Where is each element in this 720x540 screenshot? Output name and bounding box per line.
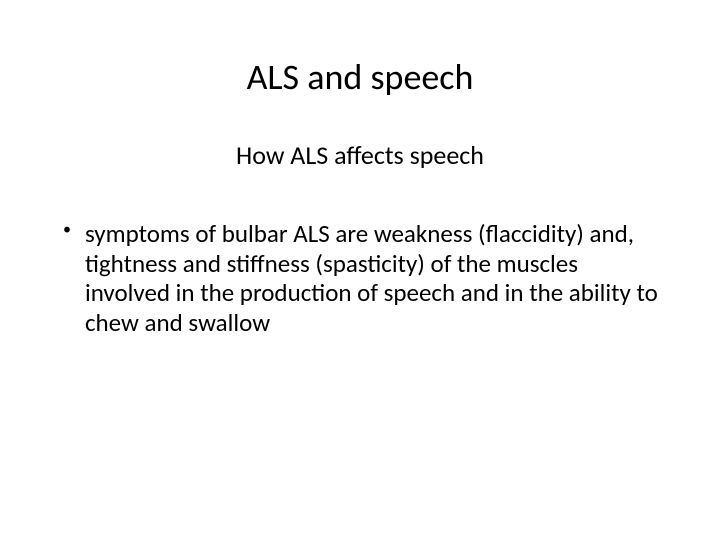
slide-title: ALS and speech bbox=[55, 55, 665, 99]
bullet-marker-icon: • bbox=[63, 221, 71, 240]
bullet-list: • symptoms of bulbar ALS are weakness (f… bbox=[55, 219, 665, 337]
slide-container: ALS and speech How ALS affects speech • … bbox=[0, 0, 720, 540]
bullet-text: symptoms of bulbar ALS are weakness (fla… bbox=[85, 219, 665, 337]
slide-subtitle: How ALS affects speech bbox=[55, 139, 665, 171]
bullet-item: • symptoms of bulbar ALS are weakness (f… bbox=[63, 219, 665, 337]
